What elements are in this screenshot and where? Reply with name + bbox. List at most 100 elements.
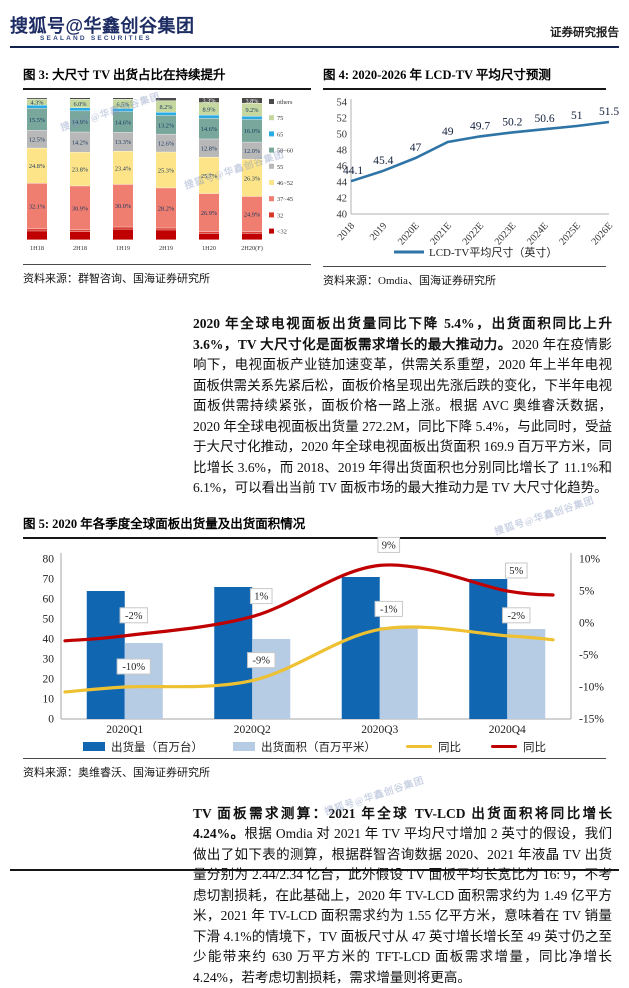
x-tick-label: 2024E [525,221,551,248]
bar-segment [27,98,47,99]
x-tick-label: 2019 [368,221,390,243]
paragraph-1: 2020 年全球电视面板出货量同比下降 5.4%，出货面积同比上升 3.6%，T… [193,314,612,499]
legend-label: 65 [277,131,283,138]
bar-segment [156,98,176,100]
x-tick-label: 2H18 [73,245,87,252]
figure-4-title: 图 4: 2020-2026 年 LCD-TV 平均尺寸预测 [323,62,606,90]
segment-label: 8.2% [159,104,173,111]
point-label: 47 [410,142,422,154]
segment-label: 13.3% [115,139,132,146]
left-tick-label: 70 [43,573,55,585]
segment-label: 12.6% [158,141,175,148]
legend-label: 55 [277,164,283,171]
point-label: 45.4 [373,155,393,167]
paragraph-1-body: 2020 年在疫情影响下，电视面板产业链加速变革，供需关系重塑，2020 年上半… [193,337,612,496]
report-type-label: 证券研究报告 [550,24,619,42]
segment-label: 23.4% [115,165,132,172]
segment-label: 3.3% [202,98,216,105]
legend-label: 同比 [438,739,461,755]
x-tick-label: 2022E [461,221,487,248]
legend-swatch [269,212,274,217]
segment-label: 26.3% [244,175,261,182]
segment-label: 14.6% [201,126,218,133]
bar [507,629,545,719]
bar-segment [199,234,219,240]
legend-item: 出货面积（百万平米） [233,739,376,755]
x-tick-label: 2025E [557,221,583,248]
legend-line-swatch [406,745,432,749]
segment-label: 24.8% [29,163,46,170]
figure-4-source: 资料来源：Omdia、国海证券研究所 [323,266,606,288]
y-tick-label: 44 [337,178,348,189]
logo-subtext: SEALAND SECURITIES [40,35,195,42]
segment-label: 14.9% [72,119,89,126]
segment-label: 23.8% [72,167,89,174]
bar-segment [242,116,262,119]
segment-label: 30.9% [72,205,89,212]
legend-swatch [269,115,274,120]
point-label: 50.2 [502,116,522,128]
bar-segment [70,232,90,240]
bar-segment [70,230,90,231]
bar-segment [113,109,133,112]
x-tick-label: 2026E [590,221,616,248]
left-tick-label: 0 [48,713,54,725]
segment-label: 12.5% [29,137,46,144]
paragraph-2: TV 面板需求测算：2021 年全球 TV-LCD 出货面积将同比增长 4.24… [193,804,612,988]
legend-swatch [269,148,274,153]
bar-segment [70,108,90,111]
x-tick-label: 1H19 [116,245,130,252]
figure-3-source: 资料来源：群智咨询、国海证券研究所 [23,264,311,286]
legend-label: 58~60 [277,148,293,155]
segment-label: 8.9% [202,106,216,113]
segment-label: 15.5% [29,117,46,124]
bar-segment [27,231,47,239]
x-tick-label: 2020Q3 [361,724,398,736]
x-tick-label: 2021E [428,221,454,248]
legend-label: 同比 [523,739,546,755]
bar-segment [242,234,262,240]
segment-label: 26.9% [201,210,218,217]
segment-label: 12.0% [244,148,261,155]
x-tick-label: 2018 [336,221,358,243]
segment-label: 32.1% [29,204,46,211]
legend-line-swatch [491,745,517,749]
segment-label: 3.8% [245,98,259,105]
y-tick-label: 54 [337,98,348,109]
bar-segment [70,98,90,99]
bar [214,587,252,719]
bar-segment [156,230,176,239]
bar [342,577,380,719]
legend-label: 75 [277,115,283,122]
bar-segment [242,232,262,233]
point-label: 49.7 [470,120,490,132]
legend-label: 出货面积（百万平米） [261,739,376,755]
segment-label: 16.0% [244,128,261,135]
point-label: 49 [442,126,454,138]
segment-label: 6.5% [116,101,130,108]
left-tick-label: 20 [43,673,55,685]
data-label: 9% [382,540,396,551]
brand-watermark: 搜狐号@华鑫创谷集团 [10,17,195,35]
x-tick-label: 2023E [493,221,519,248]
right-tick-label: -10% [579,681,604,693]
segment-label: 25.3% [158,168,175,175]
segment-label: 24.9% [244,212,261,219]
figure-5-source: 资料来源：奥维睿沃、国海证券研究所 [23,758,606,780]
segment-label: 13.2% [158,122,175,129]
data-label: -10% [122,662,145,673]
right-tick-label: 5% [579,585,595,597]
page-header: 搜狐号@华鑫创谷集团 SEALAND SECURITIES 证券研究报告 [10,8,619,48]
legend-item: 出货量（百万台） [83,739,203,755]
figure-3-title: 图 3: 大尺寸 TV 出货占比在持续提升 [23,62,311,90]
x-tick-label: 2020Q4 [489,724,526,736]
bar-segment [113,98,133,99]
legend-label: 出货量（百万台） [111,739,203,755]
x-tick-label: 1H20 [202,245,216,252]
bar-segment [156,228,176,230]
left-tick-label: 30 [43,653,55,665]
legend-item: 同比 [491,739,546,755]
